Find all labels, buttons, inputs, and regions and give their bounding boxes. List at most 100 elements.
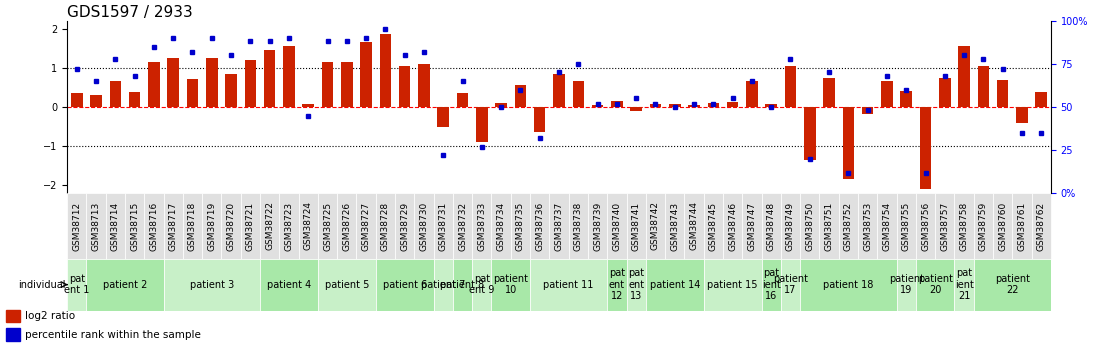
Bar [823, 78, 835, 107]
FancyBboxPatch shape [434, 193, 453, 259]
Text: GSM38753: GSM38753 [863, 201, 872, 250]
Text: patient 14: patient 14 [650, 280, 700, 289]
Text: GSM38749: GSM38749 [786, 201, 795, 250]
Text: log2 ratio: log2 ratio [25, 311, 75, 321]
Bar [476, 107, 487, 142]
Text: GSM38748: GSM38748 [767, 201, 776, 250]
Bar [360, 42, 372, 107]
FancyBboxPatch shape [280, 193, 299, 259]
FancyBboxPatch shape [530, 193, 549, 259]
Bar [70, 93, 83, 107]
Text: GSM38758: GSM38758 [959, 201, 968, 250]
Text: GSM38714: GSM38714 [111, 201, 120, 250]
Text: patient 6: patient 6 [382, 280, 427, 289]
FancyBboxPatch shape [511, 193, 530, 259]
FancyBboxPatch shape [338, 193, 357, 259]
FancyBboxPatch shape [357, 193, 376, 259]
Text: GSM38745: GSM38745 [709, 201, 718, 250]
FancyBboxPatch shape [86, 193, 106, 259]
FancyBboxPatch shape [955, 193, 974, 259]
Bar [418, 64, 429, 107]
Bar [631, 107, 642, 111]
Text: patient 15: patient 15 [708, 280, 758, 289]
FancyBboxPatch shape [897, 193, 916, 259]
Text: GSM38747: GSM38747 [748, 201, 757, 250]
FancyBboxPatch shape [761, 259, 780, 310]
Bar [283, 46, 295, 107]
FancyBboxPatch shape [1032, 193, 1051, 259]
Text: patient
20: patient 20 [918, 274, 953, 295]
FancyBboxPatch shape [780, 259, 800, 310]
Text: GSM38741: GSM38741 [632, 201, 641, 250]
Text: patient 7: patient 7 [421, 280, 465, 289]
Bar [495, 103, 506, 107]
FancyBboxPatch shape [646, 193, 665, 259]
FancyBboxPatch shape [260, 259, 318, 310]
Bar [322, 62, 333, 107]
FancyBboxPatch shape [800, 259, 897, 310]
FancyBboxPatch shape [472, 259, 492, 310]
FancyBboxPatch shape [260, 193, 280, 259]
Text: pat
ent 1: pat ent 1 [64, 274, 89, 295]
Text: GSM38733: GSM38733 [477, 201, 486, 250]
Text: GSM38735: GSM38735 [515, 201, 525, 250]
Text: GDS1597 / 2933: GDS1597 / 2933 [67, 4, 192, 20]
Bar [727, 102, 738, 107]
FancyBboxPatch shape [434, 259, 453, 310]
Text: GSM38736: GSM38736 [536, 201, 544, 250]
Text: patient
17: patient 17 [773, 274, 808, 295]
Text: GSM38756: GSM38756 [921, 201, 930, 250]
Bar [881, 81, 893, 107]
Text: patient
19: patient 19 [889, 274, 923, 295]
FancyBboxPatch shape [106, 193, 125, 259]
FancyBboxPatch shape [376, 193, 395, 259]
Bar [514, 86, 527, 107]
Bar [843, 107, 854, 179]
Text: GSM38712: GSM38712 [73, 201, 82, 250]
FancyBboxPatch shape [86, 259, 163, 310]
FancyBboxPatch shape [800, 193, 819, 259]
FancyBboxPatch shape [761, 193, 780, 259]
Bar [553, 73, 565, 107]
FancyBboxPatch shape [318, 193, 338, 259]
Text: GSM38750: GSM38750 [805, 201, 814, 250]
Text: GSM38725: GSM38725 [323, 201, 332, 250]
Bar [977, 66, 989, 107]
FancyBboxPatch shape [646, 259, 703, 310]
Text: GSM38752: GSM38752 [844, 201, 853, 250]
Text: GSM38759: GSM38759 [979, 201, 988, 250]
FancyBboxPatch shape [935, 193, 955, 259]
FancyBboxPatch shape [588, 193, 607, 259]
FancyBboxPatch shape [299, 193, 318, 259]
Text: pat
ent 9: pat ent 9 [470, 274, 494, 295]
Bar [958, 46, 970, 107]
Bar [534, 107, 546, 132]
Text: GSM38720: GSM38720 [227, 201, 236, 250]
Text: GSM38761: GSM38761 [1017, 201, 1026, 250]
Text: GSM38754: GSM38754 [882, 201, 891, 250]
Text: GSM38726: GSM38726 [342, 201, 351, 250]
Bar [591, 105, 604, 107]
Text: GSM38739: GSM38739 [593, 201, 603, 250]
FancyBboxPatch shape [607, 193, 626, 259]
FancyBboxPatch shape [838, 193, 858, 259]
Text: GSM38723: GSM38723 [284, 201, 293, 250]
Text: patient 8: patient 8 [440, 280, 485, 289]
FancyBboxPatch shape [318, 259, 376, 310]
Text: patient 2: patient 2 [103, 280, 148, 289]
Text: GSM38728: GSM38728 [381, 201, 390, 250]
Bar [900, 91, 912, 107]
Bar [708, 103, 719, 107]
Bar [920, 107, 931, 189]
FancyBboxPatch shape [395, 193, 415, 259]
Text: patient
22: patient 22 [995, 274, 1030, 295]
Text: GSM38757: GSM38757 [940, 201, 949, 250]
Text: patient 4: patient 4 [267, 280, 311, 289]
Bar [939, 78, 950, 107]
FancyBboxPatch shape [1012, 193, 1032, 259]
Text: GSM38722: GSM38722 [265, 201, 274, 250]
Bar [457, 93, 468, 107]
Bar [341, 62, 352, 107]
Text: pat
ent
13: pat ent 13 [628, 268, 644, 301]
Text: GSM38762: GSM38762 [1036, 201, 1045, 250]
